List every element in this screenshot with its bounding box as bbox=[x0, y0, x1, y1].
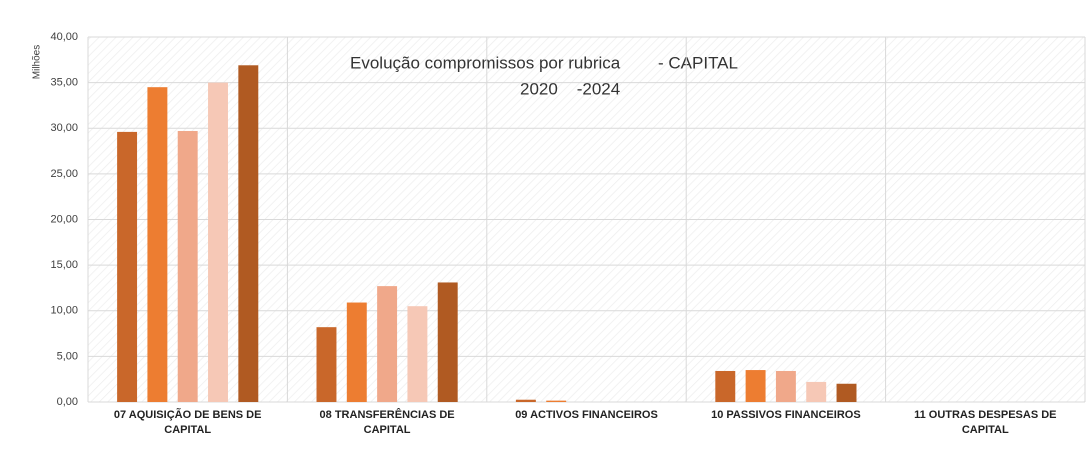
bar bbox=[407, 306, 428, 402]
bar bbox=[745, 370, 766, 402]
chart-title: Evolução compromissos por rubrica - CAPI… bbox=[350, 53, 738, 72]
y-tick-label: 40,00 bbox=[50, 31, 78, 43]
bar bbox=[437, 282, 458, 402]
x-tick-label: 08 TRANSFERÊNCIAS DE CAPITAL bbox=[319, 409, 455, 436]
y-tick-label: 5,00 bbox=[57, 350, 78, 362]
bar bbox=[377, 286, 398, 402]
bar bbox=[147, 87, 168, 402]
x-tick-label: 07 AQUISIÇÃO DE BENS DE CAPITAL bbox=[113, 409, 262, 436]
bar bbox=[238, 65, 259, 402]
y-tick-label: 25,00 bbox=[50, 168, 78, 180]
y-tick-label: 0,00 bbox=[57, 396, 78, 408]
bar bbox=[177, 130, 198, 403]
bar bbox=[715, 370, 736, 402]
x-tick-label: 09 ACTIVOS FINANCEIROS bbox=[515, 409, 658, 421]
y-tick-label: 10,00 bbox=[50, 305, 78, 317]
y-tick-label: 15,00 bbox=[50, 259, 78, 271]
x-tick-label: 10 PASSIVOS FINANCEIROS bbox=[711, 409, 861, 421]
x-tick-label: 11 OUTRAS DESPESAS DE CAPITAL bbox=[914, 409, 1057, 436]
chart-subtitle: 2020 -2024 bbox=[520, 79, 620, 98]
y-tick-label: 35,00 bbox=[50, 77, 78, 89]
y-tick-label: 20,00 bbox=[50, 213, 78, 225]
bar bbox=[806, 381, 827, 402]
bar bbox=[836, 383, 857, 402]
bar bbox=[316, 327, 337, 402]
bar bbox=[346, 302, 367, 402]
y-tick-label: 30,00 bbox=[50, 122, 78, 134]
bar bbox=[546, 400, 567, 402]
y-axis-label: Milhões bbox=[32, 45, 43, 79]
bar bbox=[775, 370, 796, 402]
bar bbox=[515, 399, 536, 402]
bar bbox=[208, 82, 228, 402]
bar bbox=[117, 131, 138, 402]
